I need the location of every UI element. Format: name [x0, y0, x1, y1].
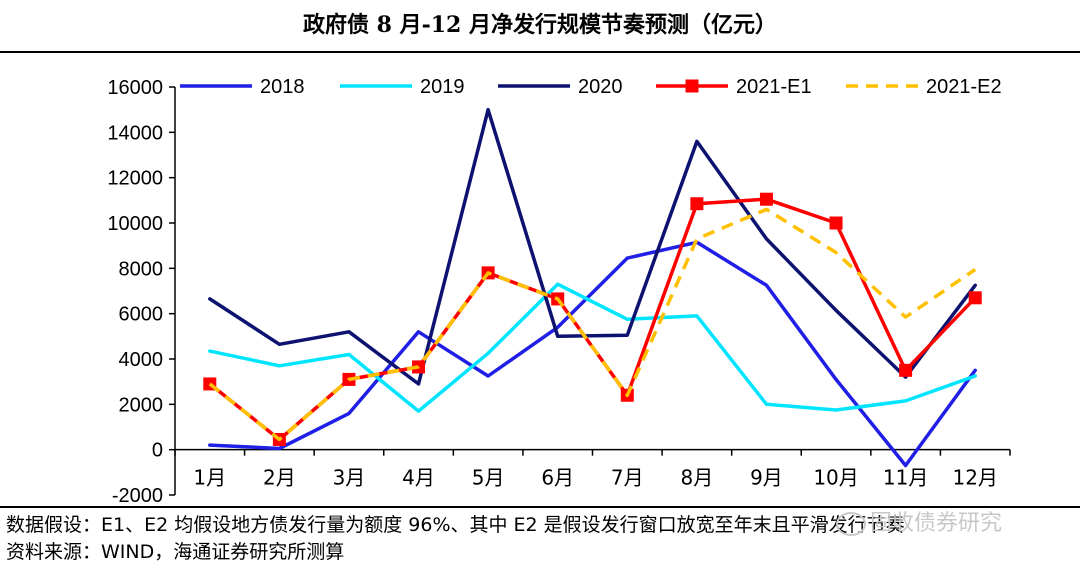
y-tick-label: 10000 — [107, 213, 163, 235]
legend: 2018 2019 2020 2021-E1 2021-E2 — [180, 76, 1002, 98]
y-tick-label: -2000 — [112, 485, 163, 505]
wechat-icon — [836, 512, 866, 536]
x-tick-label: 1月 — [193, 466, 226, 490]
x-tick-label: 2月 — [263, 466, 296, 490]
series-line-2019 — [208, 282, 977, 413]
assumption-note: 数据假设：E1、E2 均假设地方债发行量为额度 96%、其中 E2 是假设发行窗… — [6, 514, 905, 536]
series-marker-2021-E1 — [968, 291, 982, 305]
source-note: 资料来源：WIND，海通证券研究所测算 — [6, 541, 345, 563]
x-tick-label: 8月 — [681, 466, 714, 490]
series-marker-2021-E1 — [829, 216, 843, 230]
series-marker-2021-E1 — [899, 363, 913, 377]
x-tick-label: 12月 — [952, 466, 997, 490]
legend-label-2021-E2: 2021-E2 — [926, 76, 1002, 98]
legend-label-2020: 2020 — [578, 76, 623, 98]
title-divider — [0, 51, 1080, 53]
series-line-2020 — [208, 107, 977, 386]
x-tick-label: 7月 — [611, 466, 644, 490]
x-tick-label: 3月 — [333, 466, 366, 490]
series-marker-2021-E1 — [759, 192, 773, 206]
y-tick-label: 4000 — [119, 349, 164, 371]
legend-label-2021-E1: 2021-E1 — [736, 76, 812, 98]
plot-lines — [203, 107, 982, 468]
x-tick-label: 4月 — [402, 466, 435, 490]
footer-divider — [0, 506, 1080, 508]
y-tick-label: 0 — [152, 440, 163, 462]
series-line-2021-E1 — [208, 197, 977, 442]
chart-title: 政府债 8 月-12 月净发行规模节奏预测（亿元） — [302, 12, 778, 38]
x-tick-label: 6月 — [541, 466, 574, 490]
x-axis: 1月 2月 3月 4月 5月 6月 7月 8月 9月 10月 11月 12月 — [174, 448, 1011, 490]
watermark: 固收债券研究 — [836, 505, 1002, 537]
series-marker-2021-E1 — [690, 197, 704, 211]
y-tick-label: 2000 — [119, 394, 164, 416]
x-tick-label: 5月 — [472, 466, 505, 490]
series-line-2018 — [208, 240, 977, 468]
y-tick-label: 14000 — [107, 122, 163, 144]
x-tick-label: 10月 — [813, 466, 858, 490]
y-tick-label: 16000 — [107, 77, 163, 99]
y-tick-label: 6000 — [119, 304, 164, 326]
legend-marker-2021-E1 — [685, 79, 699, 93]
y-tick-label: 12000 — [107, 168, 163, 190]
legend-label-2018: 2018 — [260, 76, 305, 98]
watermark-text: 固收债券研究 — [870, 511, 1003, 536]
y-tick-label: 8000 — [119, 258, 164, 280]
line-chart: 16000 14000 12000 10000 8000 6000 4000 2000 0 -20… — [107, 76, 1011, 505]
legend-label-2019: 2019 — [420, 76, 465, 98]
x-tick-label: 9月 — [750, 466, 783, 490]
x-tick-label: 11月 — [883, 466, 928, 490]
series-line-2021-E2 — [208, 207, 977, 442]
y-axis: 16000 14000 12000 10000 8000 6000 4000 2000 0 -20… — [107, 77, 176, 505]
